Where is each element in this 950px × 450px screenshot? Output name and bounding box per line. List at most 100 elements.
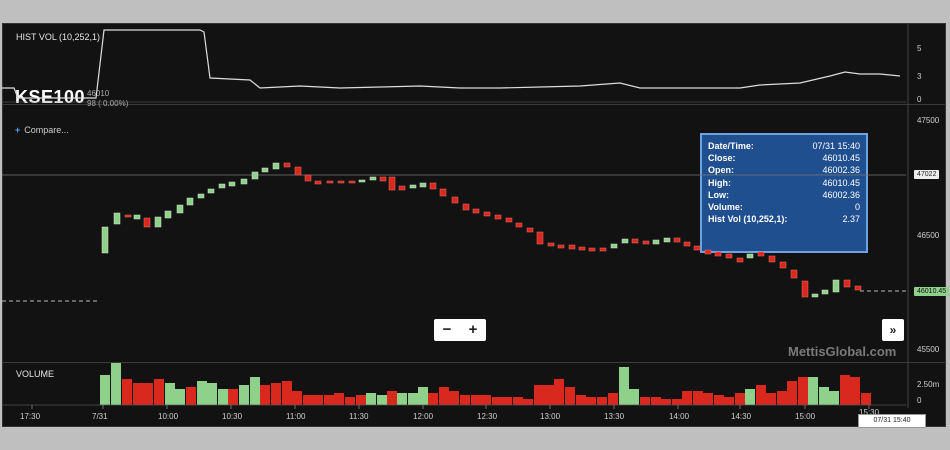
- current-price-tag: 46010.45: [914, 287, 950, 296]
- zoom-in-button[interactable]: +: [468, 321, 478, 338]
- volume-bar: [619, 367, 629, 405]
- candle: [358, 179, 366, 183]
- candle: [811, 293, 819, 298]
- volume-bar: [471, 395, 481, 405]
- candle: [419, 182, 427, 188]
- candle: [228, 181, 236, 187]
- time-tick: 15:30: [859, 408, 880, 417]
- volume-bar: [703, 393, 713, 405]
- compare-button[interactable]: + Compare...: [15, 125, 69, 135]
- plus-icon: +: [15, 125, 21, 135]
- watermark: MettisGlobal.com: [788, 344, 897, 359]
- volume-bar: [175, 389, 185, 405]
- candle: [337, 180, 345, 184]
- candle: [821, 289, 829, 295]
- volume-bar: [608, 393, 618, 405]
- volume-bar: [303, 395, 313, 405]
- tooltip-row: Hist Vol (10,252,1): 2.37: [708, 214, 860, 225]
- candle: [251, 171, 259, 180]
- time-tick: 12:00: [413, 412, 434, 421]
- candle: [843, 279, 851, 288]
- candle: [736, 257, 744, 263]
- volume-bar: [143, 383, 153, 405]
- candle: [714, 251, 722, 257]
- time-tick: 12:30: [477, 412, 498, 421]
- symbol-change: 98 ( 0.00%): [87, 99, 129, 108]
- fast-forward-button[interactable]: »: [882, 319, 904, 341]
- volume-bar: [693, 391, 703, 405]
- volume-bar: [829, 391, 839, 405]
- candle: [683, 241, 691, 247]
- volume-bar: [100, 375, 110, 405]
- candle: [398, 185, 406, 191]
- tooltip-row: Date/Time: 07/31 15:40: [708, 141, 860, 151]
- candle: [409, 184, 417, 189]
- volume-bar: [334, 393, 344, 405]
- volume-bar: [218, 389, 228, 405]
- volume-bar: [597, 397, 607, 405]
- candle: [101, 226, 109, 254]
- volume-tick: 2.50m: [917, 380, 940, 389]
- time-tick: 14:30: [731, 412, 752, 421]
- volume-bar: [502, 397, 512, 405]
- volume-bar: [565, 387, 575, 405]
- volume-bar: [356, 395, 366, 405]
- candle: [746, 253, 754, 259]
- price-tick: 46500: [917, 231, 940, 240]
- volume-bar: [756, 385, 766, 405]
- time-tick: 15:00: [795, 412, 816, 421]
- volume-bar: [122, 379, 132, 405]
- volume-bar: [186, 387, 196, 405]
- volume-bar: [766, 393, 776, 405]
- volume-bar: [397, 393, 407, 405]
- candle: [494, 214, 502, 220]
- hist-vol-tick: 5: [917, 44, 922, 53]
- candle: [369, 176, 377, 181]
- volume-bar: [260, 385, 270, 405]
- candle: [621, 238, 629, 244]
- candle: [631, 238, 639, 244]
- candle: [462, 203, 470, 211]
- volume-bar: [714, 395, 724, 405]
- candle: [207, 188, 215, 194]
- zoom-out-button[interactable]: −: [442, 321, 452, 338]
- candle: [261, 167, 269, 173]
- candle: [164, 210, 172, 219]
- candle: [588, 247, 596, 252]
- candle: [568, 244, 576, 250]
- candle: [768, 255, 776, 263]
- volume-bar: [345, 397, 355, 405]
- volume-bar: [228, 389, 238, 405]
- time-tick: 11:30: [349, 412, 369, 421]
- volume-bar: [377, 395, 387, 405]
- volume-bar: [523, 399, 533, 405]
- volume-label: VOLUME: [16, 369, 55, 379]
- volume-bar: [133, 383, 143, 405]
- panel-divider: [3, 362, 945, 363]
- candle: [472, 208, 480, 214]
- candle: [547, 242, 555, 247]
- volume-bar: [576, 395, 586, 405]
- volume-bar: [787, 381, 797, 405]
- volume-bar: [808, 377, 818, 405]
- candle: [515, 222, 523, 228]
- volume-tick: 0: [917, 396, 922, 405]
- candle: [176, 204, 184, 214]
- volume-bar: [428, 393, 438, 405]
- candle: [272, 162, 280, 170]
- volume-bar: [111, 363, 121, 405]
- volume-bar: [513, 397, 523, 405]
- volume-bar: [271, 383, 281, 405]
- hist-vol-label: HIST VOL (10,252,1): [16, 32, 101, 42]
- candle: [218, 183, 226, 189]
- ohlc-tooltip: Date/Time: 07/31 15:40 Close: 46010.45 Ope…: [700, 133, 868, 253]
- volume-bar: [439, 387, 449, 405]
- candle: [526, 227, 534, 233]
- volume-bar: [861, 393, 871, 405]
- time-tick: 13:00: [540, 412, 561, 421]
- candle: [801, 280, 809, 298]
- volume-bar: [651, 397, 661, 405]
- volume-bar: [534, 385, 544, 405]
- candle: [854, 285, 862, 291]
- candle: [663, 237, 671, 243]
